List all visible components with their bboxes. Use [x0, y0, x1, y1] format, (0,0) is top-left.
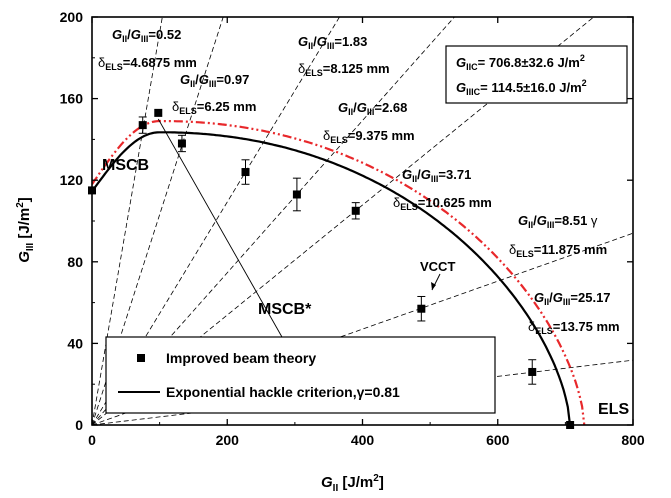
vcct-arrowhead: [431, 282, 436, 290]
vcct-label: VCCT: [420, 259, 455, 274]
x-tick-label: 200: [216, 432, 240, 448]
mscb-star-pointer: [157, 118, 296, 360]
vcct-curve: [92, 119, 586, 425]
annotations: GII/GIII=0.52 δELS=4.6875 mmGII/GIII=0.97…: [98, 27, 629, 418]
delta-els-label: δELS=6.25 mm: [172, 99, 256, 116]
mode-ratio-line: [92, 17, 163, 425]
data-point: [528, 367, 537, 376]
x-tick-label: 800: [621, 432, 645, 448]
legend-entry-ibt: Improved beam theory: [166, 350, 316, 366]
mode-ratio-label: GII/GIII=0.52: [112, 27, 181, 44]
x-tick-label: 600: [486, 432, 510, 448]
giic-label: GIIC= 706.8±32.6 J/m2: [456, 53, 585, 72]
x-axis-title: GII [J/m2]: [321, 473, 384, 494]
delta-els-label: δELS=10.625 mm: [393, 195, 492, 212]
mode-ratio-label: GII/GIII=8.51 γ: [518, 213, 598, 230]
els-label: ELS: [598, 401, 629, 418]
delta-els-label: δELS=13.75 mm: [528, 319, 620, 336]
x-tick-label: 400: [351, 432, 375, 448]
giiic-label: GIIIC= 114.5±16.0 J/m2: [456, 78, 587, 97]
delta-els-label: δELS=8.125 mm: [298, 61, 390, 78]
y-tick-label: 200: [60, 9, 84, 25]
y-tick-label: 160: [60, 91, 84, 107]
mode-ratio-label: GII/GIII=3.71: [402, 167, 471, 184]
y-tick-label: 80: [67, 254, 83, 270]
y-tick-label: 40: [67, 335, 83, 351]
delta-els-label: δELS=4.6875 mm: [98, 55, 197, 72]
y-axis-title: GIII [J/m2]: [15, 197, 36, 263]
legend: Improved beam theory Exponential hackle …: [105, 336, 496, 414]
mode-ratio-label: GII/GIII=2.68: [338, 100, 407, 117]
delta-els-label: δELS=11.875 mm: [509, 242, 607, 259]
hackle-criterion-curve: [92, 131, 572, 425]
mode-ratio-label: GII/GIII=1.83: [298, 34, 367, 51]
data-point: [292, 190, 301, 199]
mode-ratio-label: GII/GIII=0.97: [180, 72, 249, 89]
x-tick-label: 0: [88, 432, 96, 448]
critical-values-box: GIIC= 706.8±32.6 J/m2 GIIIC= 114.5±16.0 …: [445, 45, 628, 104]
mode-ratio-label: GII/GIII=25.17: [534, 290, 611, 307]
data-point: [417, 304, 426, 313]
data-point: [154, 108, 163, 117]
data-point: [177, 139, 186, 148]
y-tick-label: 120: [60, 172, 84, 188]
delta-els-label: δELS=9.375 mm: [323, 128, 415, 145]
legend-square-marker: [137, 354, 145, 362]
mscb-star-label: MSCB*: [258, 301, 312, 318]
data-point: [241, 168, 250, 177]
curves: [92, 119, 586, 425]
axis-ticks: 0 200 400 600 800 0 40 80 120 160 200: [60, 9, 645, 448]
y-tick-label: 0: [75, 417, 83, 433]
data-point: [351, 206, 360, 215]
legend-entry-hackle: Exponential hackle criterion,γ=0.81: [166, 384, 400, 400]
data-point: [138, 121, 147, 130]
mscb-label: MSCB: [102, 157, 149, 174]
